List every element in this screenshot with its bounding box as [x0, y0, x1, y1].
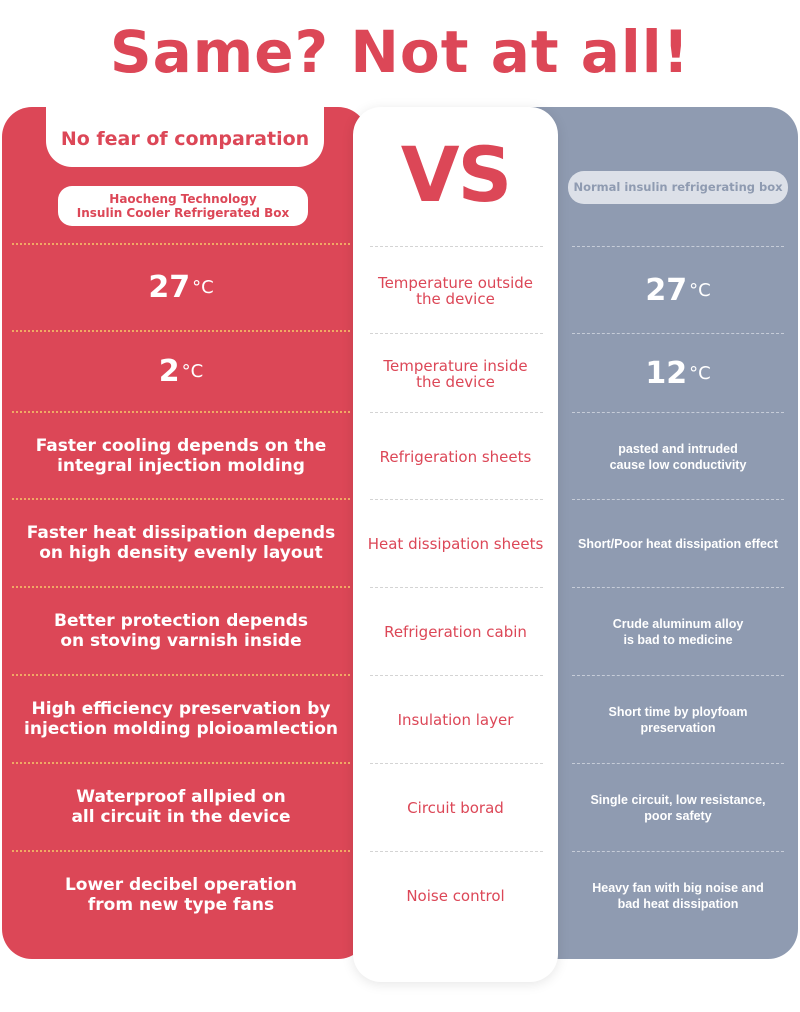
haocheng-feature-text: Faster cooling depends on the integral i… — [35, 436, 327, 476]
feature-label: Noise control — [406, 887, 505, 905]
feature-label: Insulation layer — [397, 711, 514, 729]
temp-value: 2 — [158, 354, 180, 389]
feature-label: Refrigeration sheets — [379, 448, 532, 466]
divider-line — [12, 411, 350, 413]
haocheng-feature-text: Faster heat dissipation depends on high … — [26, 523, 336, 563]
vs-label: VS — [400, 130, 513, 219]
haocheng-feature-text: Better protection depends on stoving var… — [54, 611, 308, 651]
temp-unit: °C — [689, 280, 711, 301]
normal-feature-text: Short time by ployfoam preservation — [608, 705, 748, 735]
divider-line — [572, 763, 784, 764]
divider-line — [572, 333, 784, 334]
divider-line — [370, 763, 543, 764]
comparison-tab-label: No fear of comparation — [46, 107, 324, 167]
divider-line — [370, 675, 543, 676]
feature-label: Refrigeration cabin — [384, 623, 527, 641]
divider-line — [12, 850, 350, 852]
haocheng-inside-temp: 2 °C — [10, 333, 352, 411]
normal-feature-text: Heavy fan with big noise and bad heat di… — [592, 881, 764, 911]
divider-line — [370, 333, 543, 334]
temp-unit: °C — [181, 361, 204, 382]
feature-label: Heat dissipation sheets — [367, 535, 544, 553]
divider-line — [12, 674, 350, 676]
divider-line — [12, 762, 350, 764]
temp-value: 12 — [645, 356, 688, 391]
temp-unit: °C — [192, 277, 214, 298]
divider-line — [572, 412, 784, 413]
haocheng-outside-temp: 27 °C — [10, 246, 352, 330]
divider-line — [370, 587, 543, 588]
haocheng-feature-text: High efficiency preservation by injectio… — [24, 699, 338, 739]
divider-line — [572, 675, 784, 676]
feature-label: Temperature inside the device — [383, 357, 528, 391]
divider-line — [370, 412, 543, 413]
haocheng-feature-text: Lower decibel operation from new type fa… — [64, 875, 298, 915]
divider-line — [572, 499, 784, 500]
temp-value: 27 — [645, 273, 688, 308]
divider-line — [12, 330, 350, 332]
feature-label: Temperature outside the device — [377, 274, 534, 308]
haocheng-feature-text: Waterproof allpied on all circuit in the… — [71, 787, 291, 827]
divider-line — [572, 851, 784, 852]
normal-feature-text: pasted and intruded cause low conductivi… — [609, 442, 747, 472]
feature-label: Circuit borad — [407, 799, 504, 817]
product-label-line1: Haocheng Technology — [109, 192, 257, 206]
normal-feature-text: Single circuit, low resistance, poor saf… — [590, 793, 766, 823]
divider-line — [370, 499, 543, 500]
page-title: Same? Not at all! — [109, 18, 691, 86]
divider-line — [12, 498, 350, 500]
normal-product-label: Normal insulin refrigerating box — [568, 171, 788, 204]
normal-feature-text: Short/Poor heat dissipation effect — [577, 537, 779, 551]
normal-feature-text: Crude aluminum alloy is bad to medicine — [612, 617, 744, 647]
divider-line — [572, 246, 784, 247]
normal-outside-temp: 27 °C — [568, 249, 788, 333]
divider-line — [12, 243, 350, 245]
haocheng-column — [2, 107, 368, 959]
normal-inside-temp: 12 °C — [568, 336, 788, 412]
feature-column — [353, 107, 558, 982]
divider-line — [12, 586, 350, 588]
divider-line — [370, 851, 543, 852]
haocheng-product-label: Haocheng Technology Insulin Cooler Refri… — [58, 186, 308, 226]
temp-value: 27 — [148, 270, 191, 305]
product-label-line2: Insulin Cooler Refrigerated Box — [76, 206, 290, 220]
divider-line — [572, 587, 784, 588]
divider-line — [370, 246, 543, 247]
temp-unit: °C — [689, 363, 711, 384]
